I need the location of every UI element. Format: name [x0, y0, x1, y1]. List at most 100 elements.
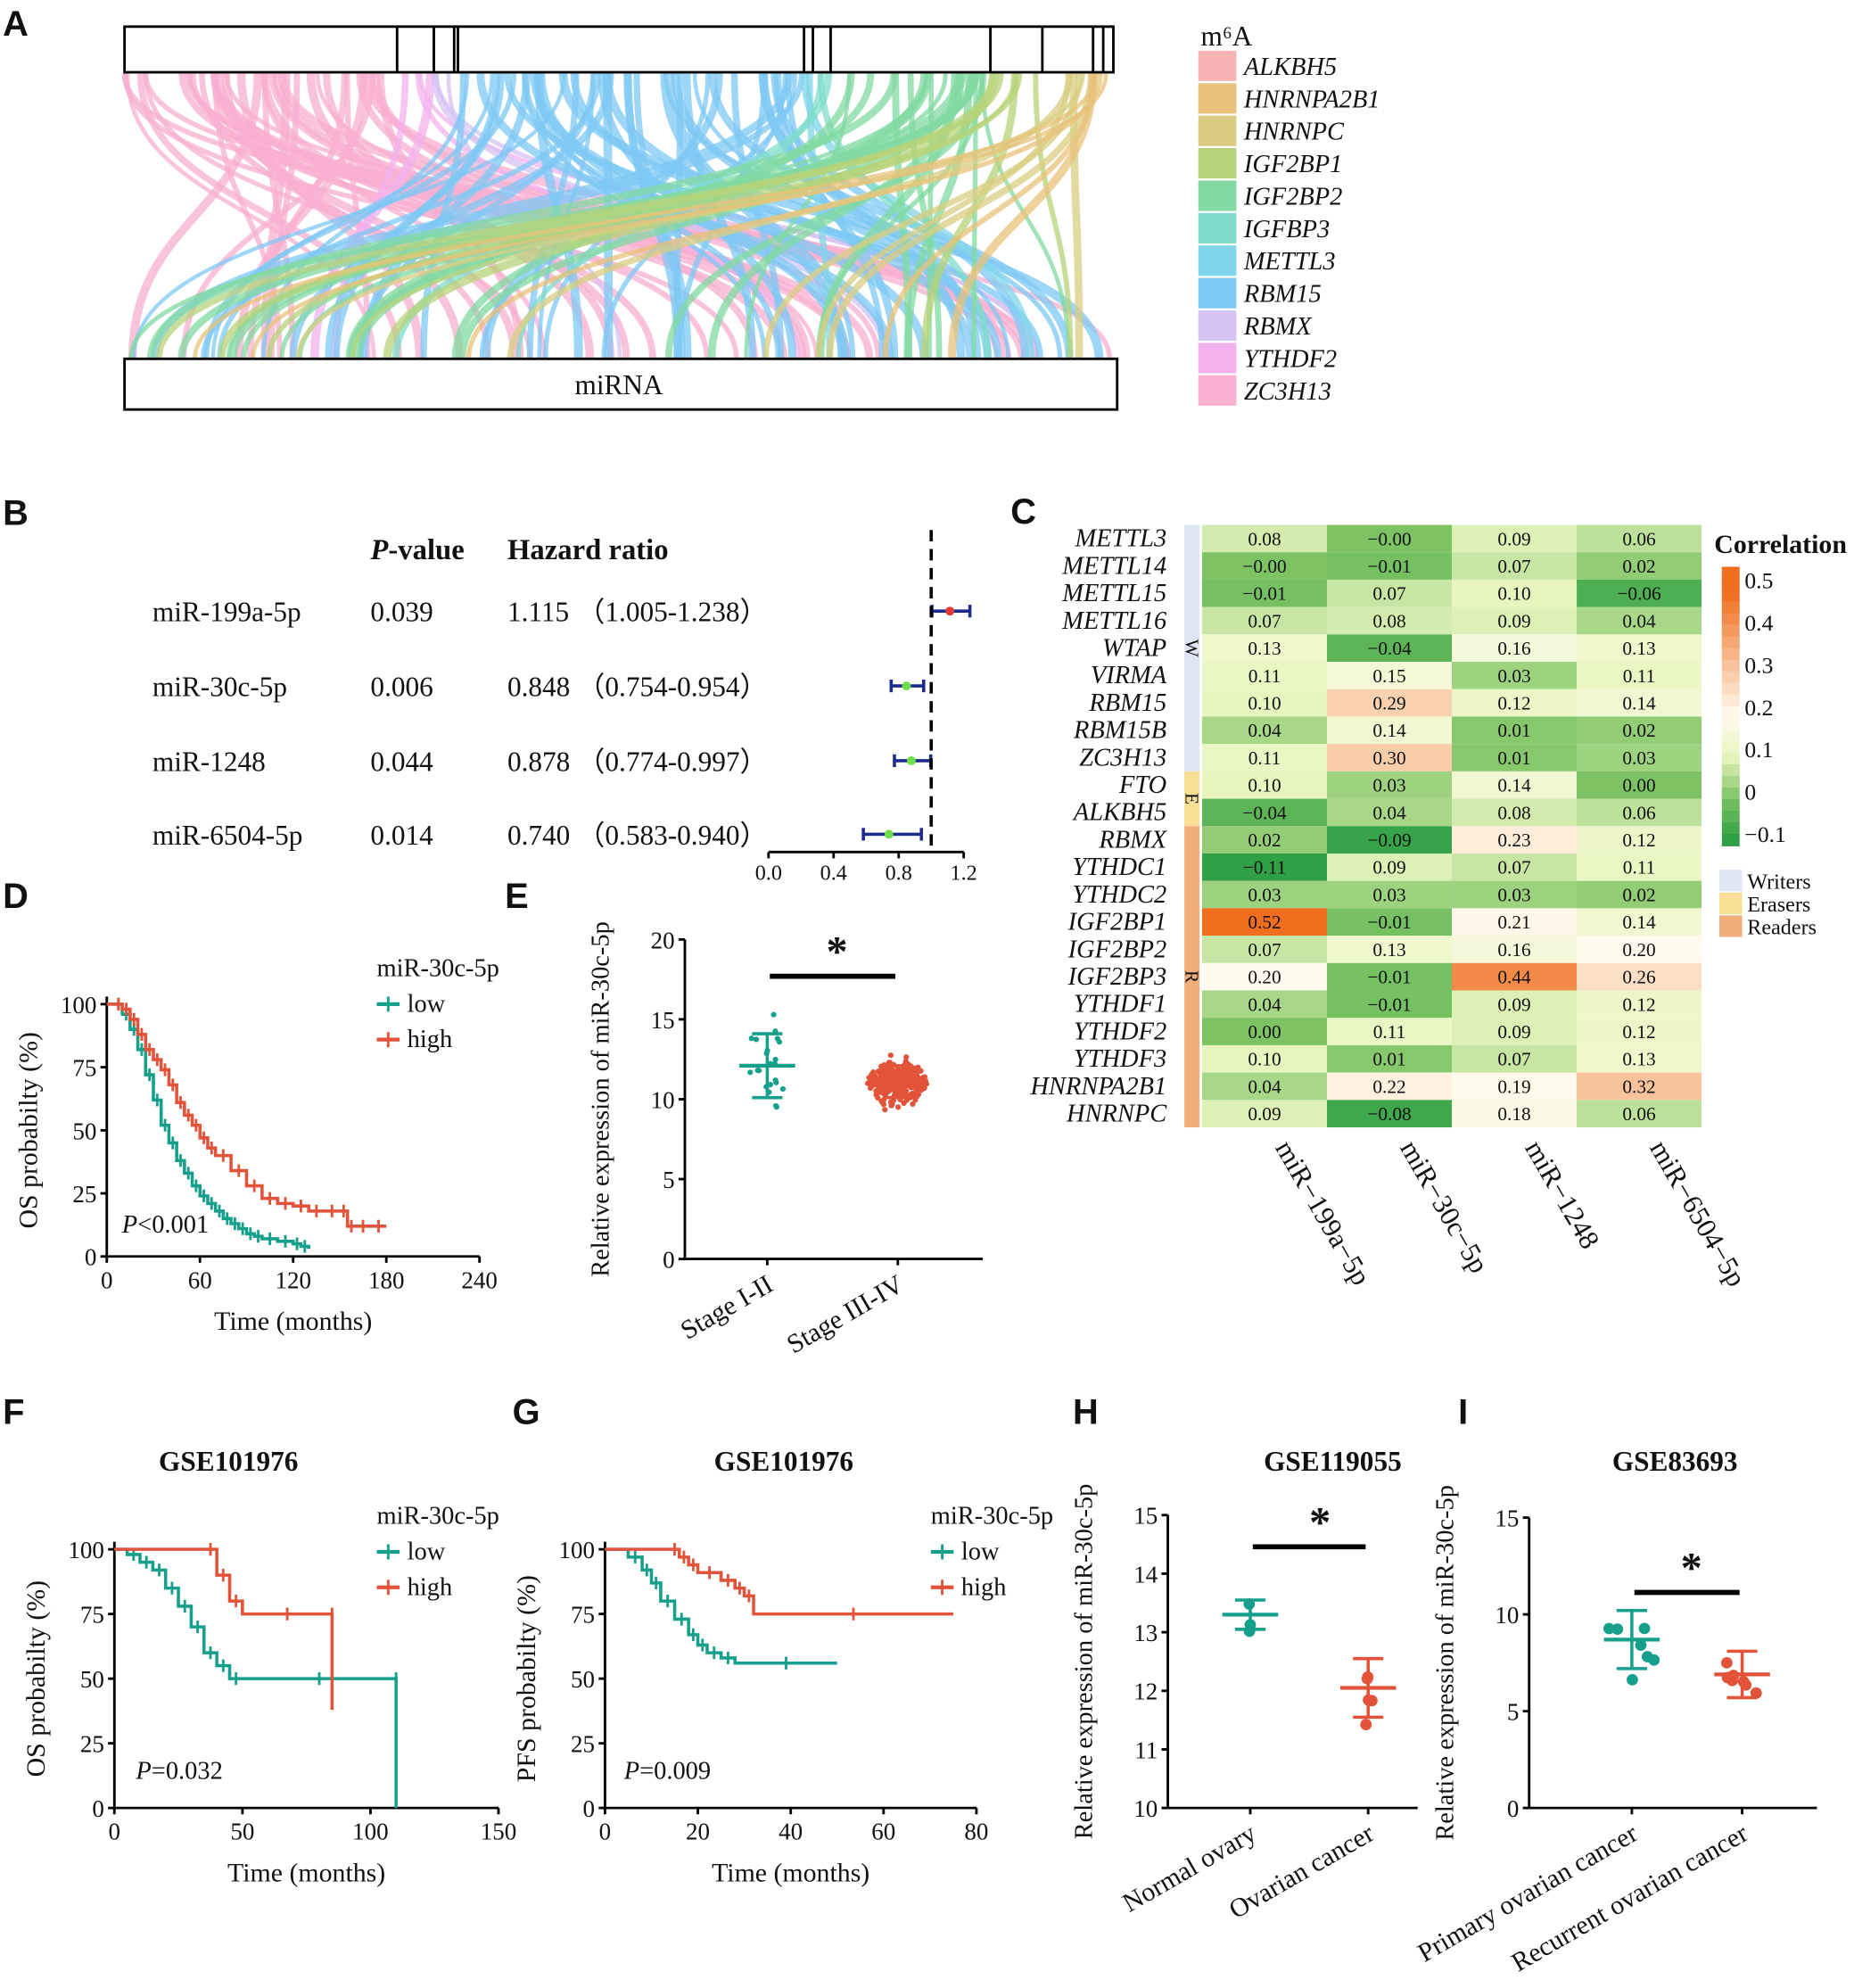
heatmap-value: 0.11	[1373, 1021, 1406, 1043]
pvalue-header: P-value	[369, 534, 464, 566]
colorbar-step	[1721, 659, 1740, 672]
legend-swatch	[1198, 83, 1237, 114]
forest-mirna-label: miR-199a-5p	[152, 597, 301, 628]
panel-d: D 0 25 50 75 100 0 60 120 180 240 Time (months) OS …	[3, 877, 499, 1336]
colorbar-tick-label: 0.3	[1744, 652, 1773, 678]
heatmap-value: 0.02	[1622, 556, 1655, 577]
data-point	[1750, 1687, 1762, 1699]
heatmap-cell	[1201, 962, 1328, 991]
data-point	[902, 1090, 909, 1096]
heatmap-row-label: METTL16	[1061, 607, 1167, 635]
data-point	[886, 1060, 893, 1066]
heatmap-value: 0.06	[1622, 802, 1656, 823]
heatmap-cell	[1327, 744, 1453, 771]
heatmap-cell	[1452, 716, 1578, 745]
km-x-tick-label: 80	[964, 1819, 988, 1845]
km-curve-low	[605, 1547, 837, 1665]
heatmap-cell	[1577, 936, 1702, 963]
heatmap-cell	[1201, 1018, 1328, 1045]
heatmap-row-label: YTHDC1	[1072, 854, 1166, 881]
heatmap-cell	[1452, 853, 1578, 881]
forest-pvalue: 0.014	[370, 820, 433, 851]
heatmap-cell	[1201, 716, 1328, 745]
heatmap-cell	[1577, 689, 1702, 717]
p-text: =0.032	[152, 1757, 223, 1785]
km-legend-title: miR-30c-5p	[377, 1503, 499, 1530]
forest-hr: 0.848	[507, 671, 570, 702]
heatmap-cell	[1327, 908, 1453, 936]
data-point	[921, 1074, 927, 1080]
heatmap-row-label: METTL14	[1061, 552, 1166, 580]
heatmap-value: 0.12	[1497, 693, 1530, 714]
heatmap-value: 0.10	[1497, 583, 1530, 605]
km-y-tick-label: 100	[68, 1537, 104, 1563]
chord-link	[125, 73, 376, 359]
heatmap-value: 0.09	[1497, 528, 1530, 549]
heatmap-value: 0.03	[1497, 884, 1530, 905]
data-point	[772, 1077, 779, 1084]
legend-label: ZC3H13	[1244, 378, 1331, 406]
heatmap-value: 0.22	[1372, 1076, 1405, 1097]
data-point	[1726, 1674, 1738, 1687]
dotplot-y-tick-label: 5	[1507, 1699, 1519, 1726]
colorbar-tick-label: 0.5	[1744, 568, 1773, 594]
heatmap-cell	[1452, 798, 1578, 827]
dotplot-x-tick-label: Stage III-IV	[782, 1269, 909, 1359]
heatmap-cell	[1327, 552, 1453, 580]
heatmap-cell	[1452, 1072, 1578, 1101]
heatmap-cell	[1327, 853, 1453, 881]
km-x-tick-label: 0	[109, 1819, 121, 1845]
heatmap-cell	[1577, 908, 1702, 936]
heatmap-value: 0.14	[1622, 912, 1656, 933]
km-y-tick-label: 50	[80, 1666, 104, 1693]
heatmap-value: 0.04	[1372, 802, 1406, 823]
data-point	[914, 1067, 921, 1073]
heatmap-value: −0.01	[1367, 912, 1411, 933]
heatmap-value: 0.03	[1372, 775, 1405, 796]
p-symbol: P	[623, 1757, 639, 1785]
heatmap-cell	[1327, 1044, 1453, 1073]
heatmap-value: −0.08	[1367, 1103, 1411, 1125]
dotplot-y-label: Relative expression of miR-30c-5p	[1070, 1484, 1098, 1840]
heatmap-value: 0.15	[1372, 665, 1405, 687]
km-x-tick-label: 50	[230, 1819, 254, 1845]
colorbar-step	[1721, 705, 1740, 719]
heatmap-cell	[1452, 524, 1578, 553]
mirna-box	[123, 357, 1119, 411]
colorbar-step	[1721, 578, 1740, 591]
data-point	[753, 1036, 760, 1043]
km-title: GSE101976	[714, 1446, 853, 1477]
heatmap-row-label: HNRNPC	[1066, 1101, 1167, 1128]
heatmap-cell	[1327, 1072, 1453, 1101]
colorbar-step	[1721, 682, 1740, 696]
forest-pvalue: 0.006	[370, 671, 433, 702]
heatmap-row-label: FTO	[1118, 771, 1166, 799]
heatmap-value: 0.18	[1497, 1103, 1530, 1125]
dotplot-y-tick-label: 15	[651, 1007, 675, 1034]
forest-tick-label: 0.4	[820, 862, 847, 886]
km-x-label: Time (months)	[214, 1307, 372, 1336]
colorbar-step	[1721, 763, 1740, 777]
data-point	[880, 1069, 886, 1076]
heatmap-cell	[1201, 662, 1328, 689]
data-point	[886, 1084, 893, 1091]
data-point	[747, 1069, 754, 1076]
heatmap-value: 0.07	[1372, 583, 1406, 605]
heatmap-value: −0.01	[1367, 556, 1411, 577]
colorbar-tick-label: 0.4	[1744, 610, 1773, 636]
forest-rows: miR-199a-5p 0.039 1.115 （1.005-1.238） miR-30…	[152, 597, 972, 851]
forest-tick-label: 1.2	[951, 862, 977, 886]
data-point	[903, 1054, 910, 1060]
heatmap-value: 0.16	[1497, 638, 1531, 659]
km-y-tick-label: 0	[85, 1244, 97, 1271]
km-y-tick-label: 25	[571, 1731, 595, 1758]
km-legend-title: miR-30c-5p	[931, 1503, 1053, 1530]
dot-plot-i: GSE83693 0 5 10 15 Relative expression of miR…	[1413, 1446, 1817, 1977]
heatmap-cell	[1201, 606, 1328, 635]
legend-swatch	[1198, 309, 1237, 342]
heatmap-row-label: IGF2BP3	[1067, 963, 1167, 991]
dotplot-y-tick-label: 12	[1133, 1679, 1158, 1705]
significance-star: *	[1681, 1545, 1702, 1592]
heatmap-value: 0.07	[1497, 1049, 1531, 1070]
data-point	[882, 1107, 888, 1113]
